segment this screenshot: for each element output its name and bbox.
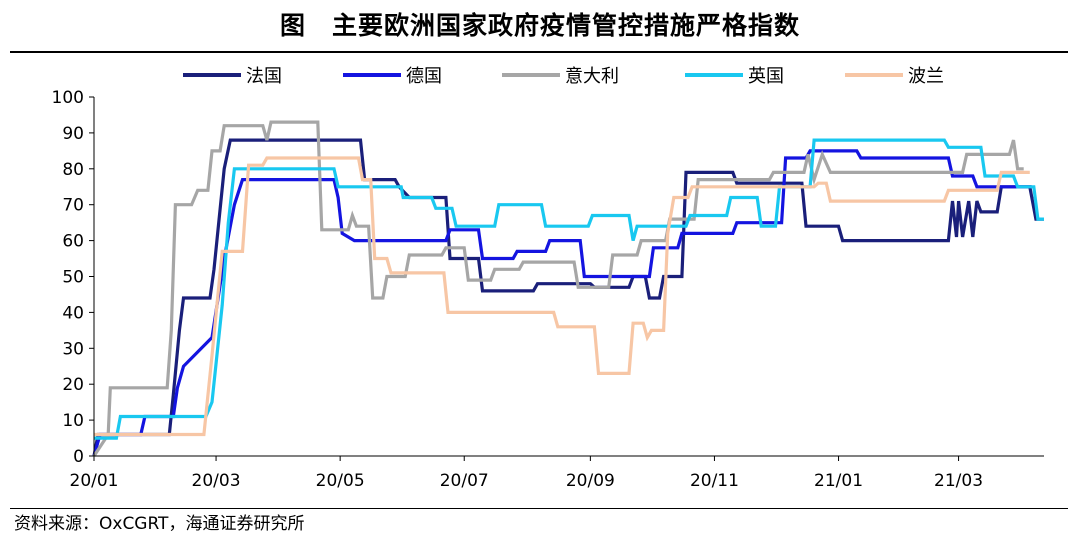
legend-label-3: 英国 [748,66,784,87]
x-tick-label: 20/03 [192,471,241,491]
y-tick-label: 50 [62,268,84,288]
series-line-3 [94,138,1044,440]
y-tick-label: 70 [62,196,84,216]
y-tick-label: 10 [62,411,84,431]
series-line-1 [92,149,1032,457]
x-tick-label: 20/09 [566,471,615,491]
y-tick-label: 40 [62,303,84,323]
y-tick-label: 100 [52,88,84,108]
x-tick-label: 21/03 [934,471,983,491]
x-tick-label: 20/05 [316,471,365,491]
chart-title: 图 主要欧洲国家政府疫情管控措施严格指数 [279,11,800,40]
axes: 0 10 20 30 40 50 60 70 80 90 100 20/01 20/03 20/05 20/… [52,88,1044,491]
legend: 法国 德国 意大利 英国 波兰 [183,66,944,87]
x-tick-label: 20/11 [690,471,739,491]
x-tick-label: 21/01 [814,471,863,491]
y-tick-label: 30 [62,339,84,359]
legend-label-4: 波兰 [908,66,944,87]
y-tick-label: 60 [62,232,84,252]
legend-label-2: 意大利 [565,66,619,87]
y-tick-label: 0 [73,447,84,467]
series-line-4 [94,156,1030,437]
title-divider [10,51,1068,53]
y-tick-label: 20 [62,375,84,395]
series-line-2 [92,120,1024,457]
legend-label-1: 德国 [406,66,442,87]
series-line-0 [92,138,1044,457]
legend-label-0: 法国 [246,66,282,87]
y-tick-label: 80 [62,160,84,180]
y-tick-label: 90 [62,124,84,144]
x-tick-label: 20/07 [440,471,489,491]
source-note: 资料来源：OxCGRT，海通证券研究所 [14,514,305,534]
plot-area [92,120,1044,457]
line-chart: 法国 德国 意大利 英国 波兰 0 10 20 30 40 50 60 70 80 90 100 20/01 2… [52,66,1044,491]
x-tick-label: 20/01 [70,471,119,491]
source-divider [10,508,1068,509]
